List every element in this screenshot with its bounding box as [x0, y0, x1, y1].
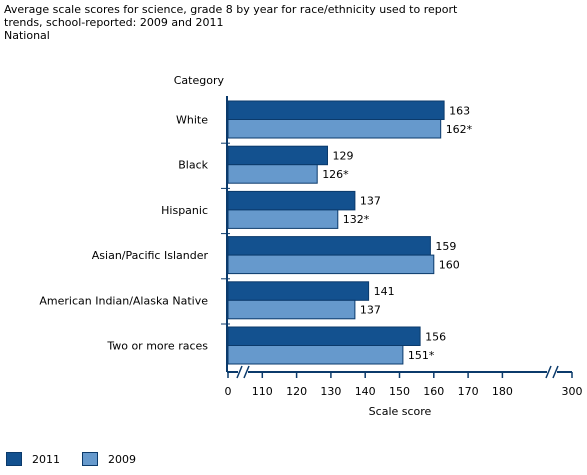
value-label-2011-3: 137 — [360, 195, 381, 208]
category-label-3: Hispanic — [161, 204, 208, 217]
axis-break-slash-a-1 — [236, 365, 243, 379]
bar-2009-1 — [227, 119, 442, 139]
value-label-2011-4: 159 — [435, 240, 456, 253]
x-tick-label-120: 120 — [286, 385, 307, 398]
bar-2009-4 — [227, 254, 435, 275]
category-header: Category — [174, 74, 225, 87]
title-line-2: trends, school-reported: 2009 and 2011 — [4, 16, 224, 29]
bar-2009-6 — [227, 345, 404, 365]
x-tick-label-110: 110 — [252, 385, 273, 398]
axis-break-gap-2 — [547, 367, 557, 377]
bar-2009-3 — [227, 209, 339, 229]
value-label-2011-2: 129 — [333, 149, 354, 162]
value-label-2011-1: 163 — [449, 104, 470, 117]
title-line-3: National — [4, 29, 50, 42]
bar-2011-3 — [227, 190, 356, 211]
axis-break-slash-b-1 — [243, 365, 250, 379]
value-label-2011-6: 156 — [425, 330, 446, 343]
legend-swatch-2011 — [6, 452, 22, 466]
category-label-4: Asian/Pacific Islander — [92, 249, 209, 262]
x-tick-label-130: 130 — [320, 385, 341, 398]
title-line-1: Average scale scores for science, grade … — [4, 3, 458, 16]
value-label-2009-6: 151* — [408, 349, 435, 362]
x-tick-label-150: 150 — [389, 385, 410, 398]
bar-2011-6 — [227, 326, 421, 346]
x-tick-label-160: 160 — [423, 385, 444, 398]
bar-2009-2 — [227, 164, 318, 184]
value-label-2009-4: 160 — [439, 258, 460, 271]
legend-label-2011: 2011 — [32, 453, 60, 466]
category-label-2: Black — [178, 159, 208, 172]
legend-label-2009: 2009 — [108, 453, 136, 466]
chart-title: Average scale scores for science, grade … — [4, 3, 564, 42]
category-label-6: Two or more races — [106, 340, 208, 353]
axis-break-slash-a-2 — [545, 365, 552, 379]
axis-break-slash-b-2 — [552, 365, 559, 379]
x-tick-label-140: 140 — [355, 385, 376, 398]
x-tick-label-170: 170 — [458, 385, 479, 398]
x-tick-label-300: 300 — [562, 385, 583, 398]
x-tick-label-0: 0 — [225, 385, 232, 398]
category-label-1: White — [176, 114, 208, 127]
bar-2011-4 — [227, 236, 431, 256]
category-label-5: American Indian/Alaska Native — [39, 294, 208, 307]
value-label-2009-3: 132* — [343, 213, 370, 226]
bar-2009-5 — [227, 299, 356, 320]
legend-swatch-2009 — [82, 452, 98, 466]
bar-2011-1 — [227, 100, 445, 120]
bar-chart: Category 163 162* White 129 126* Black 137 132* H… — [39, 74, 583, 418]
x-tick-label-180: 180 — [492, 385, 513, 398]
value-label-2011-5: 141 — [374, 285, 395, 298]
bar-2011-2 — [227, 145, 328, 166]
value-label-2009-2: 126* — [322, 168, 349, 181]
value-label-2009-1: 162* — [446, 123, 473, 136]
value-label-2009-5: 137 — [360, 304, 381, 317]
bar-2011-5 — [227, 281, 370, 301]
axis-break-gap-1 — [238, 367, 248, 377]
x-axis-label: Scale score — [369, 405, 432, 418]
